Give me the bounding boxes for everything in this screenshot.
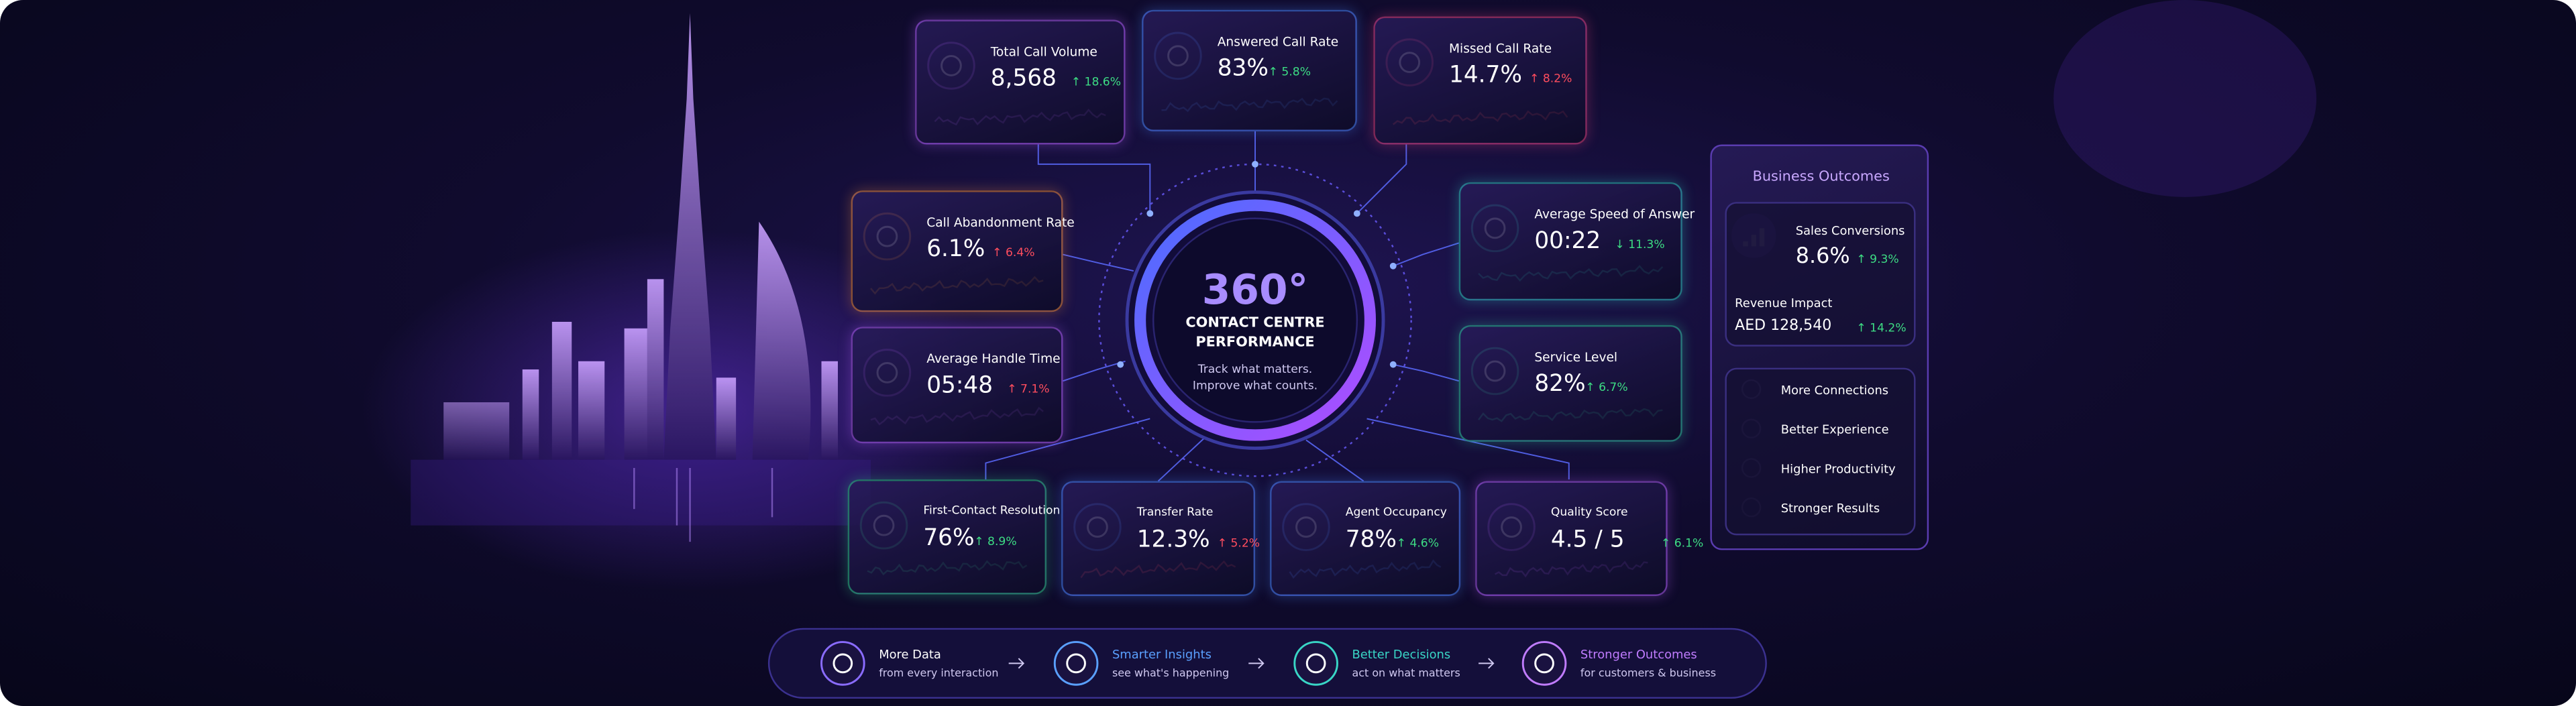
- metric-change: ↑ 8.2%: [1529, 72, 1572, 86]
- hero-tagline: Track what matters.: [1197, 363, 1313, 376]
- flow-arrow: [1008, 658, 1025, 669]
- metric-value: 82%: [1534, 371, 1586, 398]
- flow-arrow: [1479, 658, 1495, 669]
- metric-change: ↑ 18.6%: [1071, 75, 1122, 89]
- metric-change: ↑ 6.7%: [1585, 381, 1628, 394]
- hero-title: 360°: [1201, 266, 1309, 314]
- metric-card: Transfer Rate 12.3% ↑ 5.2%: [1061, 481, 1260, 596]
- icon-core: [1534, 653, 1554, 674]
- metric-label: Transfer Rate: [1136, 506, 1214, 519]
- metric-value: 12.3%: [1136, 527, 1210, 554]
- icon-ring: [1053, 641, 1099, 686]
- benefit-text: Better Experience: [1780, 422, 1889, 437]
- metric-label: First-Contact Resolution: [923, 504, 1061, 518]
- metric-label: Service Level: [1534, 349, 1618, 365]
- kpi-value: AED 128,540: [1735, 318, 1832, 335]
- flow-subtitle: see what's happening: [1112, 666, 1230, 680]
- flow-subtitle: for customers & business: [1580, 666, 1717, 680]
- metric-label: Average Handle Time: [926, 351, 1061, 367]
- metric-card: Agent Occupancy 78% ↑ 4.6%: [1270, 481, 1461, 596]
- hero-subtitle: PERFORMANCE: [1195, 335, 1315, 352]
- metric-value: 00:22: [1534, 228, 1601, 255]
- benefit-text: Stronger Results: [1780, 500, 1880, 516]
- metric-value: 78%: [1345, 527, 1397, 554]
- metric-card: Missed Call Rate 14.7% ↑ 8.2%: [1373, 16, 1587, 145]
- benefit-text: Higher Productivity: [1780, 461, 1896, 477]
- flow-title: Better Decisions: [1352, 646, 1451, 662]
- panel-title: Business Outcomes: [1752, 169, 1890, 186]
- metric-change: ↑ 7.1%: [1007, 382, 1050, 396]
- metric-value: 4.5 / 5: [1550, 527, 1625, 554]
- metric-card: Average Speed of Answer 00:22 ↓ 11.3%: [1458, 182, 1695, 301]
- icon-core: [1066, 653, 1086, 674]
- metric-label: Answered Call Rate: [1217, 34, 1339, 50]
- metric-card: Service Level 82% ↑ 6.7%: [1458, 325, 1682, 442]
- metric-card: First-Contact Resolution 76% ↑ 8.9%: [847, 479, 1060, 595]
- business-panel: Business Outcomes Sales Conversions 8.6% ↑ …: [1710, 144, 1929, 550]
- metric-label: Average Speed of Answer: [1534, 207, 1695, 222]
- metric-card: Quality Score 4.5 / 5 ↑ 6.1%: [1475, 481, 1703, 596]
- hero-tagline: Improve what counts.: [1192, 379, 1318, 393]
- benefit-box: [1725, 367, 1916, 536]
- flow-title: Stronger Outcomes: [1580, 646, 1697, 662]
- icon-ring: [1293, 641, 1338, 686]
- metric-change: ↑ 6.1%: [1660, 536, 1704, 550]
- kpi-label: Revenue Impact: [1735, 295, 1833, 310]
- metric-label: Total Call Volume: [990, 44, 1097, 60]
- metric-label: Call Abandonment Rate: [926, 215, 1075, 230]
- flow-title: More Data: [879, 646, 941, 662]
- kpi-label: Sales Conversions: [1795, 223, 1905, 239]
- metric-label: Agent Occupancy: [1345, 506, 1447, 519]
- metric-card: Average Handle Time 05:48 ↑ 7.1%: [851, 327, 1063, 444]
- kpi-change: ↑ 9.3%: [1856, 253, 1899, 266]
- benefit-text: More Connections: [1780, 382, 1889, 398]
- hero-subtitle: CONTACT CENTRE: [1185, 315, 1325, 332]
- metric-change: ↑ 8.9%: [974, 535, 1017, 548]
- kpi-change: ↑ 14.2%: [1856, 322, 1907, 335]
- metric-change: ↑ 6.4%: [992, 246, 1035, 259]
- flow-title: Smarter Insights: [1112, 646, 1212, 662]
- metric-value: 8,568: [990, 65, 1057, 93]
- flow-arrow: [1248, 658, 1265, 669]
- metric-change: ↑ 5.2%: [1217, 536, 1260, 550]
- metric-value: 6.1%: [926, 236, 985, 263]
- metric-card: Total Call Volume 8,568 ↑ 18.6%: [915, 19, 1126, 145]
- icon-core: [833, 653, 853, 674]
- kpi-value: 8.6%: [1795, 244, 1850, 270]
- metric-change: ↑ 5.8%: [1268, 65, 1311, 79]
- metric-value: 83%: [1217, 56, 1269, 82]
- metric-change: ↑ 4.6%: [1396, 536, 1440, 550]
- metric-label: Missed Call Rate: [1449, 41, 1552, 56]
- icon-ring: [820, 641, 865, 686]
- icon-ring: [1521, 641, 1567, 686]
- kpi-box: [1725, 202, 1916, 347]
- icon-core: [1305, 653, 1326, 674]
- metric-card: Call Abandonment Rate 6.1% ↑ 6.4%: [851, 190, 1075, 312]
- metric-value: 76%: [923, 525, 975, 552]
- metric-value: 14.7%: [1449, 62, 1522, 89]
- flow-subtitle: act on what matters: [1352, 666, 1460, 680]
- metric-change: ↓ 11.3%: [1615, 238, 1665, 251]
- metric-card: Answered Call Rate 83% ↑ 5.8%: [1142, 9, 1357, 131]
- metric-label: Quality Score: [1550, 506, 1628, 519]
- flow-subtitle: from every interaction: [879, 666, 999, 680]
- metric-value: 05:48: [926, 372, 994, 400]
